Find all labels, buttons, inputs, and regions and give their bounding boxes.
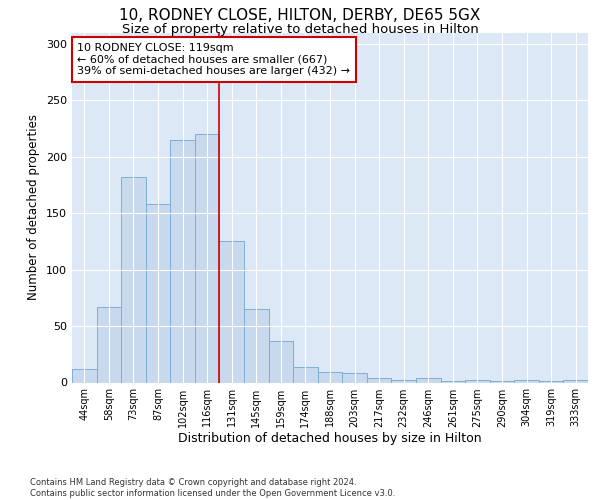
Bar bbox=[391, 380, 416, 382]
Bar bbox=[121, 177, 146, 382]
Text: Size of property relative to detached houses in Hilton: Size of property relative to detached ho… bbox=[122, 22, 478, 36]
Bar bbox=[342, 374, 367, 382]
Bar bbox=[465, 380, 490, 382]
Bar bbox=[367, 378, 391, 382]
X-axis label: Distribution of detached houses by size in Hilton: Distribution of detached houses by size … bbox=[178, 432, 482, 446]
Bar bbox=[318, 372, 342, 382]
Bar bbox=[97, 307, 121, 382]
Text: 10 RODNEY CLOSE: 119sqm
← 60% of detached houses are smaller (667)
39% of semi-d: 10 RODNEY CLOSE: 119sqm ← 60% of detache… bbox=[77, 43, 350, 76]
Bar bbox=[146, 204, 170, 382]
Y-axis label: Number of detached properties: Number of detached properties bbox=[28, 114, 40, 300]
Bar bbox=[220, 242, 244, 382]
Bar bbox=[514, 380, 539, 382]
Bar bbox=[170, 140, 195, 382]
Bar bbox=[416, 378, 440, 382]
Bar bbox=[195, 134, 220, 382]
Text: 10, RODNEY CLOSE, HILTON, DERBY, DE65 5GX: 10, RODNEY CLOSE, HILTON, DERBY, DE65 5G… bbox=[119, 8, 481, 22]
Bar bbox=[293, 366, 318, 382]
Bar bbox=[269, 340, 293, 382]
Bar bbox=[563, 380, 588, 382]
Bar bbox=[244, 309, 269, 382]
Bar bbox=[72, 369, 97, 382]
Text: Contains HM Land Registry data © Crown copyright and database right 2024.
Contai: Contains HM Land Registry data © Crown c… bbox=[30, 478, 395, 498]
